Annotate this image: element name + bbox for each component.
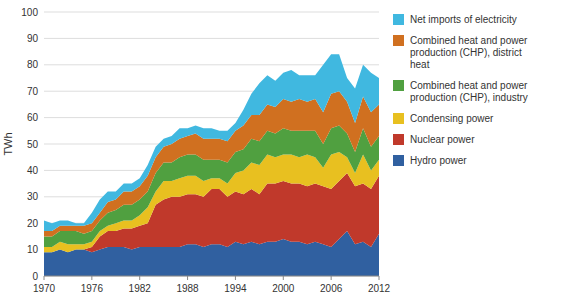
- y-tick-label: 50: [27, 139, 39, 150]
- legend-swatch: [393, 80, 404, 91]
- legend-swatch: [393, 155, 404, 166]
- y-tick-label: 20: [27, 218, 39, 229]
- legend-label: Condensing power: [410, 113, 494, 124]
- legend-swatch: [393, 14, 404, 25]
- legend-label: Combined heat and powerproduction (CHP),…: [410, 35, 528, 70]
- y-axis-label: TWh: [2, 132, 14, 155]
- grid: [44, 12, 379, 276]
- x-tick: [187, 276, 188, 280]
- y-tick-label: 30: [27, 191, 39, 202]
- x-tick: [283, 276, 284, 280]
- legend-swatch: [393, 113, 404, 124]
- x-tick-label: 2012: [368, 283, 391, 294]
- x-tick-label: 1994: [224, 283, 247, 294]
- legend-label: Net imports of electricity: [410, 14, 517, 25]
- legend-swatch: [393, 35, 404, 46]
- grid-line: [44, 38, 379, 39]
- x-tick: [91, 276, 92, 280]
- x-tick: [379, 276, 380, 280]
- x-tick: [235, 276, 236, 280]
- y-tick-label: 0: [32, 271, 38, 282]
- x-tick-label: 1976: [81, 283, 104, 294]
- legend-swatch: [393, 134, 404, 145]
- grid-line: [44, 276, 379, 277]
- x-axis-line: [44, 276, 379, 277]
- chart: 0 10 20 30 40 50 60 70 80 90 100 1970 1976 1982 1988 19…: [0, 0, 569, 304]
- grid-line: [44, 12, 379, 13]
- y-tick-label: 60: [27, 112, 39, 123]
- legend: Net imports of electricity Combined heat …: [393, 14, 528, 166]
- x-tick-label: 1970: [33, 283, 56, 294]
- x-tick: [44, 276, 45, 280]
- x-tick-label: 1988: [176, 283, 199, 294]
- x-tick: [331, 276, 332, 280]
- y-tick-label: 80: [27, 59, 39, 70]
- y-tick-label: 70: [27, 86, 39, 97]
- x-tick-label: 2006: [320, 283, 343, 294]
- x-tick-label: 1982: [129, 283, 152, 294]
- y-tick-label: 10: [27, 244, 39, 255]
- x-tick: [139, 276, 140, 280]
- y-tick-label: 40: [27, 165, 39, 176]
- areas: [44, 54, 379, 276]
- area: [44, 54, 379, 231]
- legend-label: Hydro power: [410, 155, 467, 166]
- x-tick-label: 2000: [272, 283, 295, 294]
- legend-label: Nuclear power: [410, 134, 475, 145]
- y-tick-label: 90: [27, 33, 39, 44]
- legend-label: Combined heat and powerproduction (CHP),…: [410, 80, 528, 103]
- y-tick-label: 100: [21, 7, 38, 18]
